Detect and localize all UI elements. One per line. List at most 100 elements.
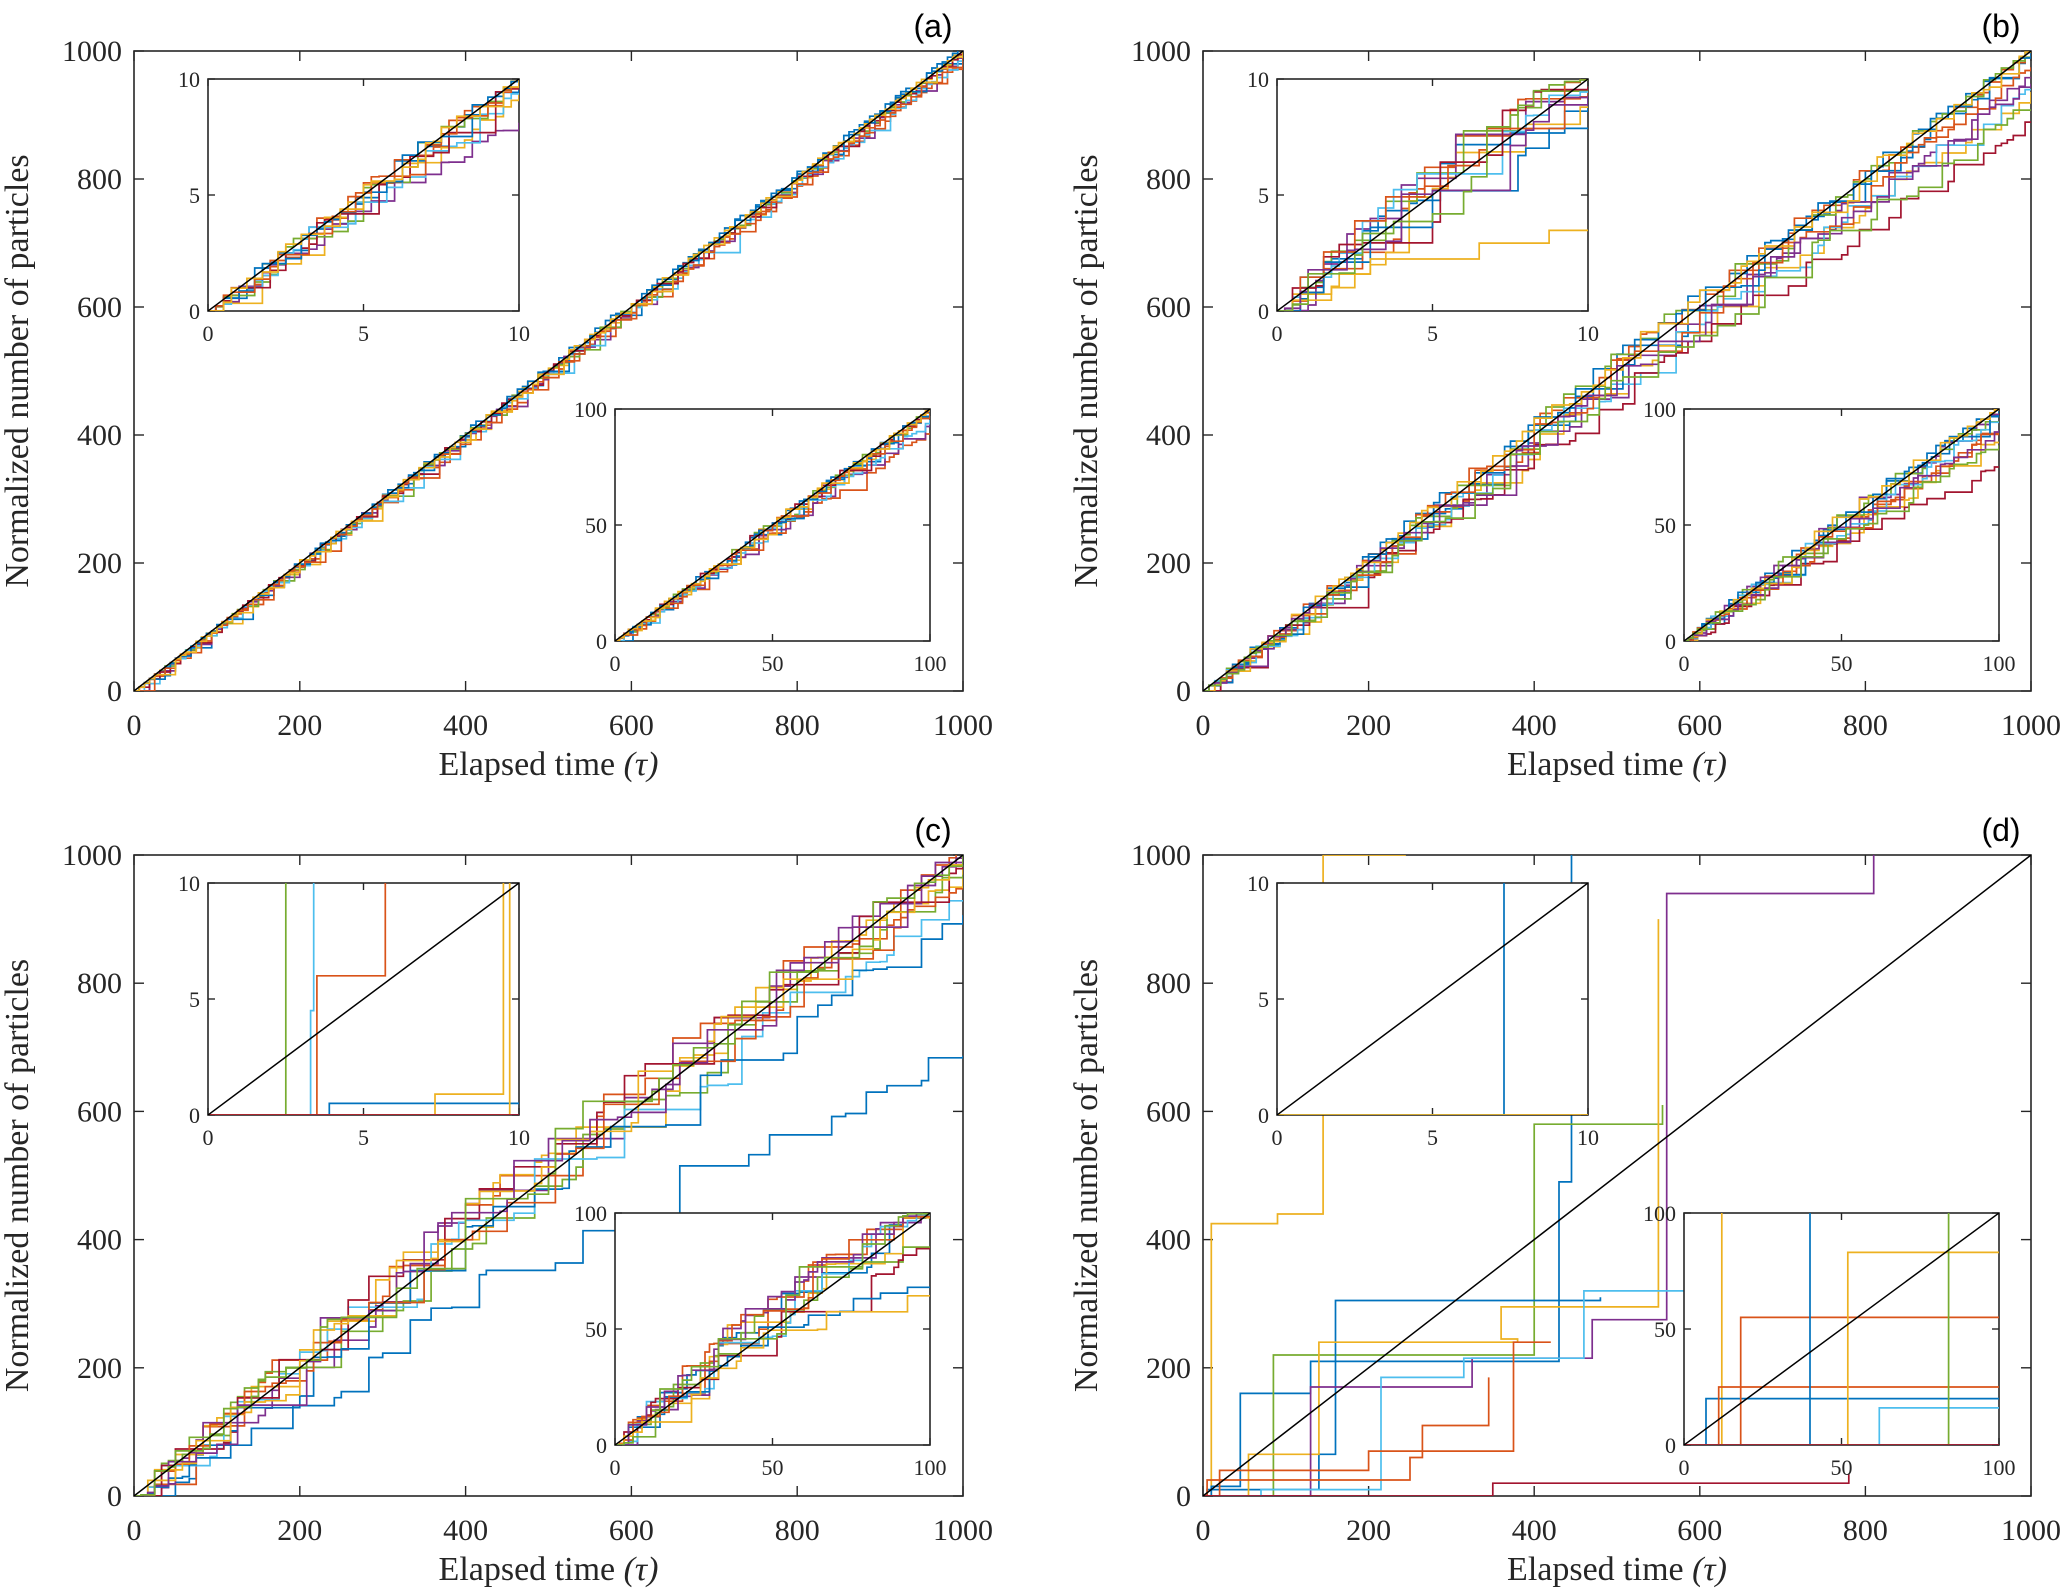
- main-ytick-label: 0: [107, 675, 122, 708]
- inset-traces: [1684, 409, 1999, 641]
- inset-series-line: [208, 883, 511, 1115]
- inset-series-line: [615, 1294, 930, 1445]
- main-xtick-label: 200: [277, 1514, 322, 1547]
- panel-c: 0 200 400 600 800 100002004006008001000(c)Ela…: [0, 812, 993, 1588]
- inset-top-left: 0 5 10 0 5 10: [1247, 67, 1599, 346]
- inset-series-line: [1684, 1213, 1950, 1445]
- inset-series-line: [208, 1102, 519, 1115]
- inset-xtick-label: 5: [358, 321, 369, 346]
- inset-xtick-label: 0: [1272, 1125, 1283, 1150]
- inset-ytick-label: 5: [189, 183, 200, 208]
- series-line: [134, 887, 963, 1496]
- inset-bottom-right: 0 50 100 0 50 100: [1643, 1201, 2016, 1480]
- inset-bottom-right: 0 50 100 0 50 100: [574, 1201, 947, 1480]
- inset-ytick-label: 5: [1258, 183, 1269, 208]
- main-xtick-label: 200: [1346, 709, 1391, 742]
- main-traces: [1203, 51, 2031, 691]
- main-xtick-label: 0: [127, 1514, 142, 1547]
- inset-series-line: [1684, 466, 1999, 641]
- series-line: [134, 874, 963, 1496]
- inset-xtick-label: 10: [1577, 321, 1599, 346]
- main-ytick-label: 0: [1176, 1480, 1191, 1513]
- reference-line: [134, 855, 963, 1496]
- inset-xtick-label: 50: [762, 651, 784, 676]
- x-axis-title-text: Elapsed time: [439, 746, 624, 783]
- inset-xtick-label: 5: [1427, 1125, 1438, 1150]
- main-xtick-label: 0: [1196, 709, 1211, 742]
- main-xtick-label: 600: [1677, 1514, 1722, 1547]
- inset-series-line: [1277, 96, 1588, 311]
- main-xtick-label: 800: [1843, 709, 1888, 742]
- main-ytick-label: 400: [1146, 419, 1191, 452]
- inset-ytick-label: 0: [1258, 299, 1269, 324]
- main-traces: [134, 855, 963, 1496]
- inset-series-line: [1684, 1397, 1999, 1445]
- inset-traces: [1684, 1213, 1999, 1445]
- inset-xtick-label: 5: [358, 1125, 369, 1150]
- main-xtick-label: 600: [609, 709, 654, 742]
- main-ytick-label: 600: [1146, 291, 1191, 324]
- x-axis-title: Elapsed time (τ): [439, 1551, 659, 1588]
- inset-xtick-label: 10: [508, 1125, 530, 1150]
- x-axis-title-symbol: (τ): [1692, 746, 1727, 783]
- main-ytick-label: 800: [1146, 163, 1191, 196]
- panel-label: (c): [914, 812, 951, 848]
- main-ytick-label: 0: [1176, 675, 1191, 708]
- inset-series-line: [1684, 429, 1999, 641]
- series-line: [134, 1055, 963, 1496]
- panel-b: 0 200 400 600 800 100002004006008001000(b)Ela…: [1068, 8, 2061, 783]
- inset-ytick-label: 50: [585, 513, 607, 538]
- inset-xtick-label: 100: [1983, 651, 2016, 676]
- inset-traces: [615, 409, 930, 641]
- inset-series-line: [1684, 1386, 1999, 1445]
- inset-series-line: [208, 883, 315, 1115]
- series-line: [1203, 52, 2031, 691]
- main-ytick-label: 1000: [62, 35, 122, 68]
- series-line: [1203, 1473, 1850, 1496]
- inset-series-line: [1277, 79, 1588, 311]
- main-ytick-label: 200: [1146, 547, 1191, 580]
- inset-xtick-label: 5: [1427, 321, 1438, 346]
- main-ytick-label: 400: [1146, 1224, 1191, 1257]
- main-xtick-label: 600: [609, 1514, 654, 1547]
- series-line: [1203, 855, 1875, 1496]
- inset-series-line: [208, 883, 505, 1115]
- main-ytick-label: 800: [77, 163, 122, 196]
- inset-series-line: [208, 883, 287, 1115]
- panel-a: 0 200 400 600 800 100002004006008001000(a)Ela…: [0, 8, 993, 783]
- inset-series-line: [1684, 1407, 1999, 1445]
- panel-label: (d): [1981, 812, 2020, 848]
- main-xtick-label: 400: [443, 709, 488, 742]
- inset-series-line: [1684, 1251, 1999, 1445]
- main-xtick-label: 1000: [2001, 1514, 2061, 1547]
- inset-series-line: [1277, 95, 1588, 311]
- main-ytick-label: 0: [107, 1480, 122, 1513]
- inset-ytick-label: 5: [1258, 987, 1269, 1012]
- x-axis-title: Elapsed time (τ): [1507, 746, 1727, 783]
- main-traces: [1203, 855, 2031, 1496]
- inset-xtick-label: 100: [914, 1455, 947, 1480]
- main-xtick-label: 400: [443, 1514, 488, 1547]
- inset-top-left: 0 5 10 0 5 10: [1247, 871, 1599, 1150]
- inset-reference-line: [1684, 1213, 1999, 1445]
- main-ytick-label: 1000: [62, 839, 122, 872]
- inset-ytick-label: 0: [596, 1433, 607, 1458]
- inset-bottom-right: 0 50 100 0 50 100: [1643, 397, 2016, 676]
- x-axis-title-text: Elapsed time: [1507, 746, 1692, 783]
- inset-reference-line: [208, 79, 519, 311]
- inset-xtick-label: 0: [610, 1455, 621, 1480]
- inset-ytick-label: 0: [1665, 1433, 1676, 1458]
- inset-ytick-label: 0: [1665, 629, 1676, 654]
- inset-series-line: [208, 883, 387, 1115]
- inset-series-line: [1277, 90, 1588, 311]
- inset-bottom-right: 0 50 100 0 50 100: [574, 397, 947, 676]
- inset-xtick-label: 0: [203, 321, 214, 346]
- inset-traces: [1277, 79, 1588, 311]
- inset-xtick-label: 10: [508, 321, 530, 346]
- main-ytick-label: 1000: [1131, 35, 1191, 68]
- inset-reference-line: [1684, 409, 1999, 641]
- inset-series-line: [1684, 1213, 1723, 1445]
- series-line: [1203, 1377, 1490, 1496]
- x-axis-title-symbol: (τ): [624, 1551, 659, 1588]
- inset-xtick-label: 0: [1679, 651, 1690, 676]
